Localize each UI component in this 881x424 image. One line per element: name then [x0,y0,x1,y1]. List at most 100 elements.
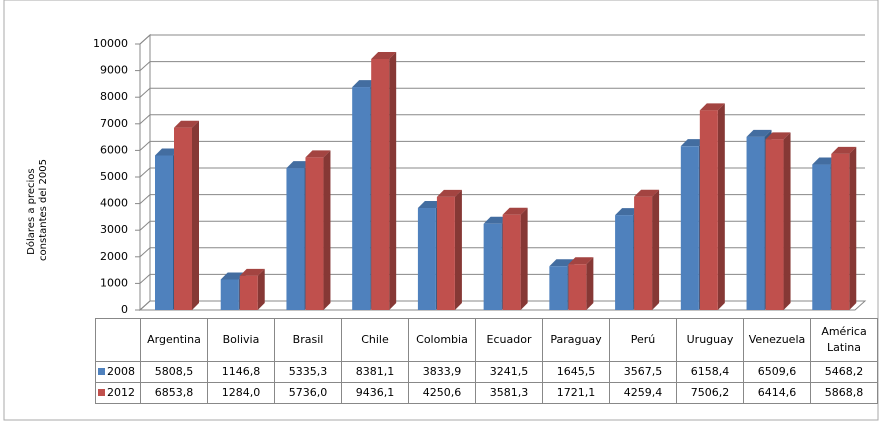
x-tick-label: Perú [609,318,677,362]
value-label: 5736,0 [274,382,342,404]
y-tick-label: 3000 [100,223,128,236]
grid-line [139,140,865,151]
y-axis-label: Dólares a precios constantes del 2005 [25,159,49,261]
y-tick-label: 5000 [100,170,128,183]
y-tick-label: 1000 [100,276,128,289]
bar [305,157,324,310]
grid-line [139,34,865,45]
grid-line [139,87,865,98]
y-tick-label: 4000 [100,197,128,210]
y-tick-label: 7000 [100,117,128,130]
x-tick-label: Chile [341,318,409,362]
bar-side [783,132,791,310]
value-label: 4259,4 [609,382,677,404]
x-tick-label: Paraguay [542,318,610,362]
x-tick-label: Venezuela [743,318,811,362]
grid-line [139,114,865,125]
grid-line [139,61,865,71]
value-label: 9436,1 [341,382,409,404]
y-tick-label: 9000 [100,64,128,77]
bar-top [568,257,594,265]
bar [417,208,436,310]
value-label: 6158,4 [676,361,744,383]
bar [549,266,568,310]
bar [680,146,699,310]
bar-top [812,157,838,165]
bar [831,153,850,310]
value-label: 5468,2 [810,361,878,383]
value-label: 1721,1 [542,382,610,404]
bar-top [155,148,180,156]
value-label: 6853,8 [140,382,208,404]
bar-top [483,216,509,224]
value-label: 3241,5 [475,361,543,383]
bar-side [717,103,725,310]
bar-top [831,146,857,154]
bar-side [192,120,199,310]
bar-top [436,189,462,197]
legend-entry: 2008 [95,361,141,383]
bar [155,155,173,310]
bar [502,214,521,310]
data-table: Argentina Bolivia Brasil Chile Colombia Ecuad… [95,318,878,404]
value-label: 1284,0 [207,382,275,404]
bar [286,168,305,310]
x-tick-label: Argentina [140,318,208,362]
value-label: 1645,5 [542,361,610,383]
bar-side [257,268,265,310]
bar [436,196,455,310]
grid-line [139,167,865,178]
y-tick-label: 0 [121,303,128,316]
legend-label: 2012 [107,386,135,399]
table-row: 2008 5808,5 1146,8 5335,3 8381,1 3833,9 3241,5… [95,361,878,383]
value-label: 8381,1 [341,361,409,383]
x-tick-label: América Latina [810,318,878,362]
value-label: 5335,3 [274,361,342,383]
value-label: 6509,6 [743,361,811,383]
bar [174,127,192,310]
y-tick-label: 8000 [100,90,128,103]
y-tick-label: 2000 [100,250,128,263]
y-tick-label: 6000 [100,143,128,156]
bar [239,275,258,310]
bar-top [305,150,331,158]
value-label: 4250,6 [408,382,476,404]
value-label: 5868,8 [810,382,878,404]
bar-top [174,120,199,128]
table-row: 2012 6853,8 1284,0 5736,0 9436,1 4250,6 3581,3… [95,382,878,404]
bar [746,136,765,310]
bar [220,279,239,310]
bar-side [323,150,331,310]
bar-side [389,51,397,310]
legend-key [98,389,105,396]
value-label: 7506,2 [676,382,744,404]
bar-top [352,80,378,88]
y-axis-label-line: constantes del 2005 [38,159,49,261]
bar [568,264,587,310]
bar [352,87,371,310]
bar-side [520,207,528,310]
corner-cell [95,318,141,362]
x-tick-label: Colombia [408,318,476,362]
bar-top [699,103,725,111]
legend-label: 2008 [107,365,135,378]
x-tick-label: Bolivia [207,318,275,362]
bar-top [634,189,660,197]
bar-top [239,268,265,276]
y-axis-label-line: Dólares a precios [25,168,37,254]
bar-side [652,189,660,310]
bar-top [371,51,397,59]
bar-top [765,132,791,140]
legend-key [98,368,105,375]
bar [634,196,653,310]
bar-top [746,129,772,137]
value-label: 3833,9 [408,361,476,383]
legend-entry: 2012 [95,382,141,404]
bar [765,139,784,310]
bar [699,110,718,310]
table-header-row: Argentina Bolivia Brasil Chile Colombia Ecuad… [95,318,878,362]
bar-side [586,257,594,310]
value-label: 5808,5 [140,361,208,383]
x-tick-label: Ecuador [475,318,543,362]
